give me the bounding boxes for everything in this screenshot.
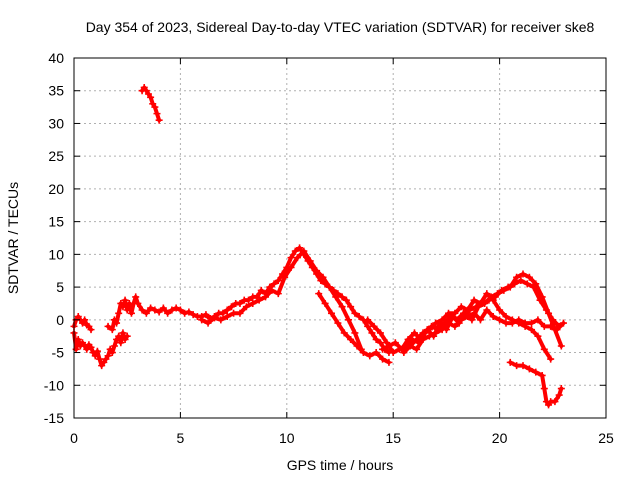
grid — [74, 58, 606, 418]
series-arc-1 — [70, 329, 131, 370]
x-axis-label: GPS time / hours — [287, 457, 394, 473]
series-trace — [199, 249, 364, 352]
series-trace — [316, 291, 391, 365]
chart-title: Day 354 of 2023, Sidereal Day-to-day VTE… — [86, 19, 595, 35]
data-points — [70, 83, 567, 409]
y-tick-label: -10 — [44, 377, 64, 393]
series-arc-9 — [406, 290, 555, 363]
axes-ticks — [73, 57, 607, 419]
x-tick-label: 15 — [385, 430, 401, 446]
y-tick-label: 25 — [48, 148, 64, 164]
plot-frame — [73, 57, 607, 419]
y-tick-label: 30 — [48, 115, 64, 131]
y-tick-label: -5 — [52, 345, 65, 361]
y-tick-labels: -15 -10 -5 0 5 10 15 20 25 30 35 40 — [44, 50, 64, 426]
x-tick-label: 5 — [177, 430, 185, 446]
y-tick-label: 35 — [48, 83, 64, 99]
series-trace — [508, 360, 564, 407]
x-tick-label: 20 — [492, 430, 508, 446]
x-tick-labels: 0 5 10 15 20 25 — [70, 430, 614, 446]
x-tick-label: 25 — [598, 430, 614, 446]
y-tick-label: 0 — [56, 312, 64, 328]
series-arc-5 — [315, 290, 393, 366]
series-arc-11 — [138, 83, 163, 124]
y-axis-label: SDTVAR / TECUs — [5, 182, 21, 294]
series-arc-2 — [70, 313, 95, 334]
y-tick-label: 10 — [48, 246, 64, 262]
x-tick-label: 10 — [279, 430, 295, 446]
y-tick-label: 15 — [48, 214, 64, 230]
series-trace — [408, 291, 553, 362]
series-trace — [380, 272, 564, 352]
series-arc-4 — [198, 247, 365, 353]
series-trace — [72, 314, 94, 332]
y-tick-label: 40 — [48, 50, 64, 66]
series-trace — [72, 330, 130, 368]
series-arc-7 — [379, 270, 565, 353]
y-tick-label: 20 — [48, 181, 64, 197]
series-trace — [106, 245, 391, 355]
series-trace — [140, 85, 162, 123]
y-tick-label: 5 — [56, 279, 64, 295]
y-tick-label: -15 — [44, 410, 64, 426]
x-tick-label: 0 — [70, 430, 78, 446]
series-arc-10 — [506, 358, 565, 409]
series-trace — [401, 308, 566, 355]
